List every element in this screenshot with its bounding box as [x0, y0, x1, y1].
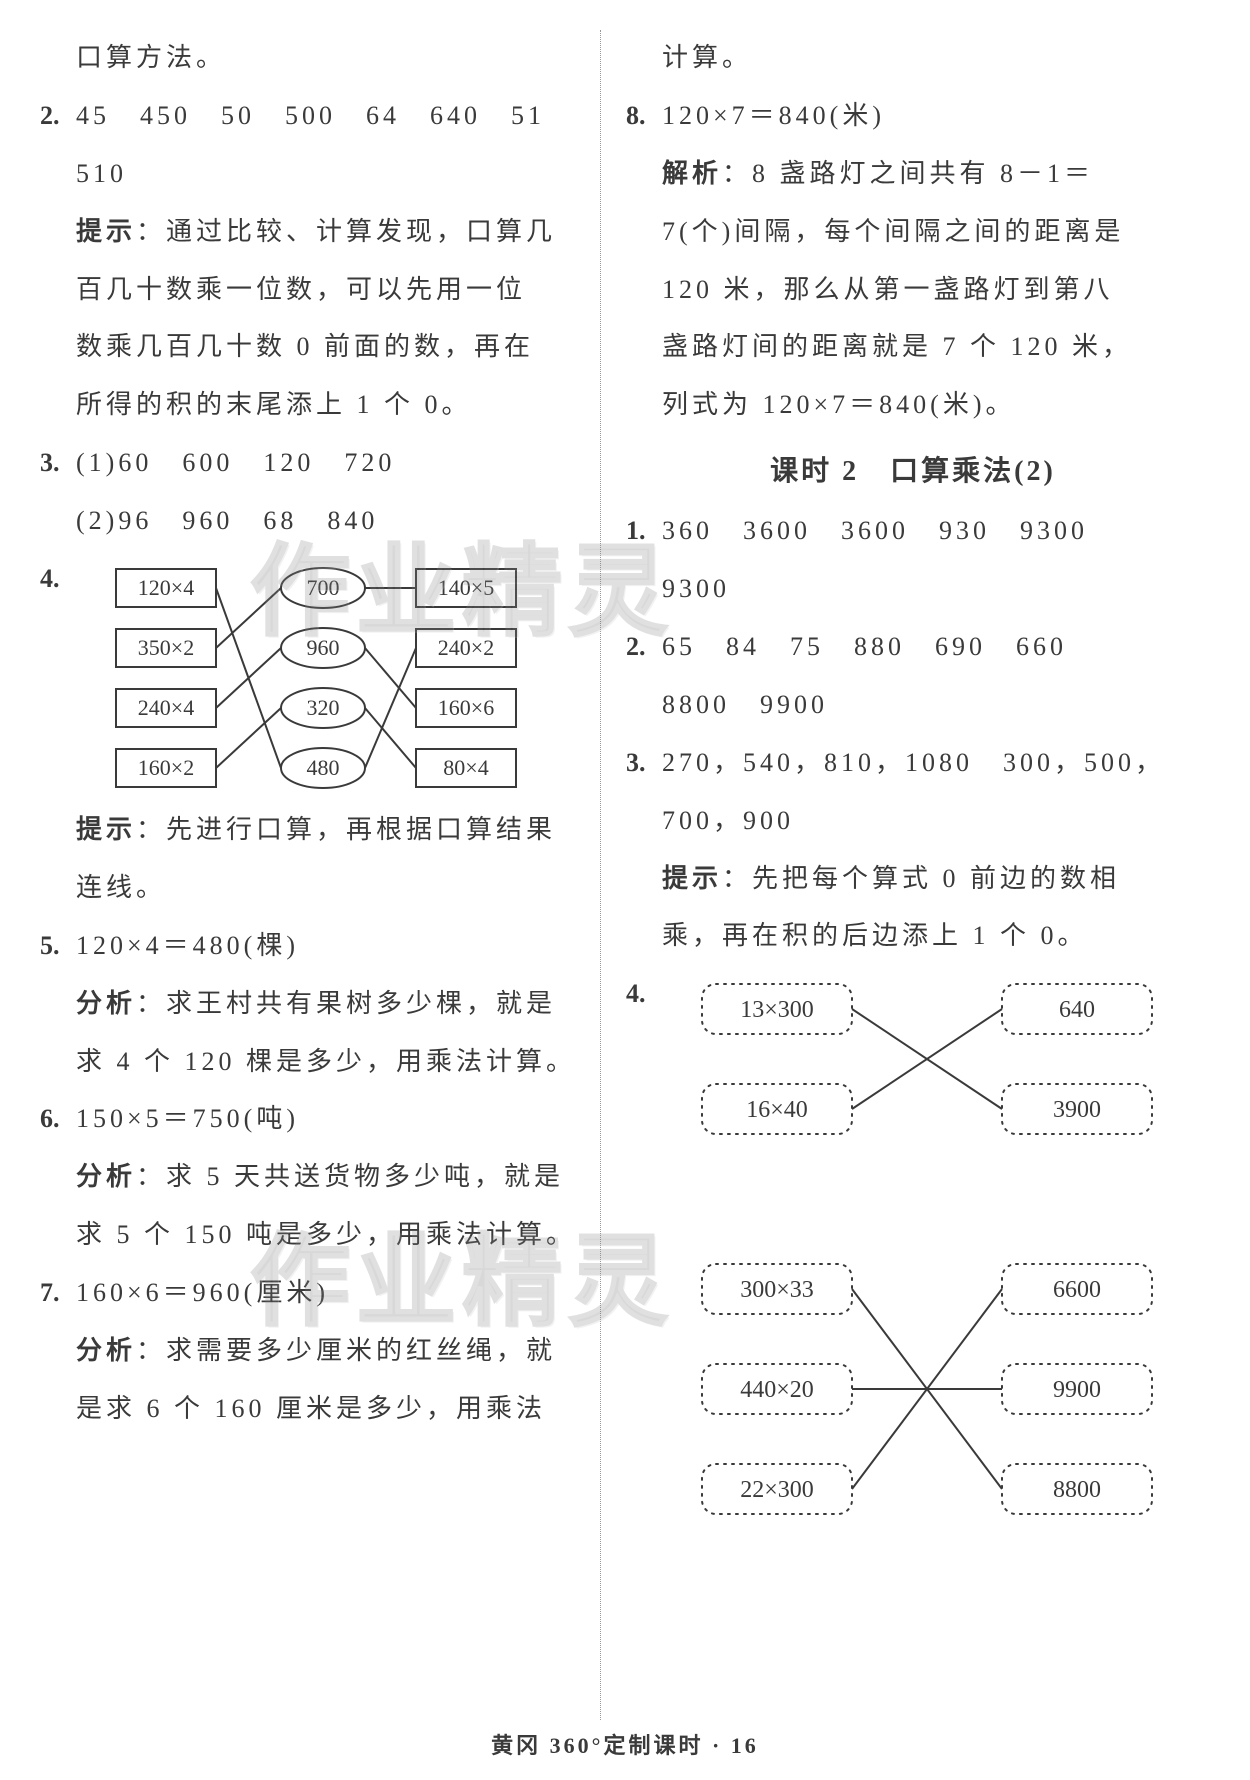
num-6: 6.	[40, 1091, 76, 1265]
q7-a1: 分析：求需要多少厘米的红丝绳，就	[76, 1323, 580, 1379]
svg-text:320: 320	[307, 695, 340, 720]
q6-a1: 分析：求 5 天共送货物多少吨，就是	[76, 1149, 580, 1205]
q2-l2: 510	[76, 146, 580, 202]
num-2: 2.	[40, 88, 76, 435]
r-question-4: 4. 13×300 16×40 640 3900 300×33 440×20 22×300 6…	[626, 966, 1200, 1547]
svg-text:80×4: 80×4	[443, 755, 488, 780]
right-column: 计算。 8. 120×7＝840(米) 解析：8 盏路灯之间共有 8－1＝ 7(…	[600, 30, 1200, 1720]
r4-diagram: 13×300 16×40 640 3900 300×33 440×20 22×300 6600…	[692, 974, 1200, 1539]
r3-tip2: 乘，再在积的后边添上 1 个 0。	[662, 908, 1200, 964]
q6-a2: 求 5 个 150 吨是多少，用乘法计算。	[76, 1207, 580, 1263]
svg-text:960: 960	[307, 635, 340, 660]
svg-text:350×2: 350×2	[138, 635, 194, 660]
r2-l1: 65 84 75 880 690 660	[662, 619, 1200, 675]
svg-text:240×4: 240×4	[138, 695, 194, 720]
svg-text:3900: 3900	[1053, 1097, 1101, 1123]
q3-l1: (1)60 600 120 720	[76, 435, 580, 491]
num-3: 3.	[40, 435, 76, 551]
svg-text:140×5: 140×5	[438, 575, 494, 600]
q8-a3: 120 米，那么从第一盏路灯到第八	[662, 262, 1200, 318]
r3-tip1: 提示：先把每个算式 0 前边的数相	[662, 851, 1200, 907]
num-5: 5.	[40, 918, 76, 1092]
svg-text:240×2: 240×2	[438, 635, 494, 660]
q2-tip4: 所得的积的末尾添上 1 个 0。	[76, 377, 580, 433]
svg-text:6600: 6600	[1053, 1277, 1101, 1303]
svg-text:16×40: 16×40	[746, 1097, 808, 1123]
cont-text: 计算。	[626, 30, 1200, 86]
question-5: 5. 120×4＝480(棵) 分析：求王村共有果树多少棵，就是 求 4 个 1…	[40, 918, 580, 1092]
q8-a4: 盏路灯间的距离就是 7 个 120 米，	[662, 319, 1200, 375]
q8-a5: 列式为 120×7＝840(米)。	[662, 377, 1200, 433]
question-2: 2. 45 450 50 500 64 640 51 510 提示：通过比较、计…	[40, 88, 580, 435]
r-num-3: 3.	[626, 735, 662, 967]
num-7: 7.	[40, 1265, 76, 1439]
r-num-4: 4.	[626, 966, 662, 1547]
svg-text:440×20: 440×20	[740, 1377, 814, 1403]
q7-a2: 是求 6 个 160 厘米是多少，用乘法	[76, 1381, 580, 1437]
svg-text:300×33: 300×33	[740, 1277, 814, 1303]
r-question-3: 3. 270，540，810，1080 300，500， 700，900 提示：…	[626, 735, 1200, 967]
r3-l1: 270，540，810，1080 300，500，	[662, 735, 1200, 791]
intro-text: 口算方法。	[40, 30, 580, 86]
q8-a1: 解析：8 盏路灯之间共有 8－1＝	[662, 146, 1200, 202]
question-8: 8. 120×7＝840(米) 解析：8 盏路灯之间共有 8－1＝ 7(个)间隔…	[626, 88, 1200, 435]
r1-l2: 9300	[662, 561, 1200, 617]
svg-text:13×300: 13×300	[740, 997, 814, 1023]
q7-eq: 160×6＝960(厘米)	[76, 1265, 580, 1321]
svg-text:120×4: 120×4	[138, 575, 194, 600]
r3-l2: 700，900	[662, 793, 1200, 849]
r2-l2: 8800 9900	[662, 677, 1200, 733]
q5-eq: 120×4＝480(棵)	[76, 918, 580, 974]
q2-l1: 45 450 50 500 64 640 51	[76, 88, 580, 144]
r1-l1: 360 3600 3600 930 9300	[662, 503, 1200, 559]
svg-text:160×6: 160×6	[438, 695, 494, 720]
question-3: 3. (1)60 600 120 720 (2)96 960 68 840	[40, 435, 580, 551]
q8-a2: 7(个)间隔，每个间隔之间的距离是	[662, 204, 1200, 260]
r-num-1: 1.	[626, 503, 662, 619]
svg-text:480: 480	[307, 755, 340, 780]
r-num-2: 2.	[626, 619, 662, 735]
q4-tip1: 提示：先进行口算，再根据口算结果	[76, 802, 580, 858]
svg-text:160×2: 160×2	[138, 755, 194, 780]
q2-tip2: 百几十数乘一位数，可以先用一位	[76, 262, 580, 318]
num-4: 4.	[40, 551, 76, 918]
num-8: 8.	[626, 88, 662, 435]
r-question-1: 1. 360 3600 3600 930 9300 9300	[626, 503, 1200, 619]
q3-l2: (2)96 960 68 840	[76, 493, 580, 549]
svg-text:9900: 9900	[1053, 1377, 1101, 1403]
question-6: 6. 150×5＝750(吨) 分析：求 5 天共送货物多少吨，就是 求 5 个…	[40, 1091, 580, 1265]
question-7: 7. 160×6＝960(厘米) 分析：求需要多少厘米的红丝绳，就 是求 6 个…	[40, 1265, 580, 1439]
svg-text:22×300: 22×300	[740, 1477, 814, 1503]
svg-text:700: 700	[307, 575, 340, 600]
q2-tip1: 提示：通过比较、计算发现，口算几	[76, 204, 580, 260]
q2-tip3: 数乘几百几十数 0 前面的数，再在	[76, 319, 580, 375]
q5-a2: 求 4 个 120 棵是多少，用乘法计算。	[76, 1034, 580, 1090]
q8-eq: 120×7＝840(米)	[662, 88, 1200, 144]
question-4: 4. 120×4 350×2 240×4 160×2 700 960 320 480 140×5…	[40, 551, 580, 918]
svg-text:8800: 8800	[1053, 1477, 1101, 1503]
svg-text:640: 640	[1059, 997, 1095, 1023]
q6-eq: 150×5＝750(吨)	[76, 1091, 580, 1147]
section-title: 课时 2 口算乘法(2)	[626, 449, 1200, 489]
q4-diagram: 120×4 350×2 240×4 160×2 700 960 320 480 140×5 240…	[106, 559, 580, 794]
left-column: 口算方法。 2. 45 450 50 500 64 640 51 510 提示：…	[40, 30, 600, 1720]
page-footer: 黄冈 360°定制课时 · 16	[40, 1728, 1210, 1760]
q5-a1: 分析：求王村共有果树多少棵，就是	[76, 976, 580, 1032]
r-question-2: 2. 65 84 75 880 690 660 8800 9900	[626, 619, 1200, 735]
q4-tip2: 连线。	[76, 860, 580, 916]
